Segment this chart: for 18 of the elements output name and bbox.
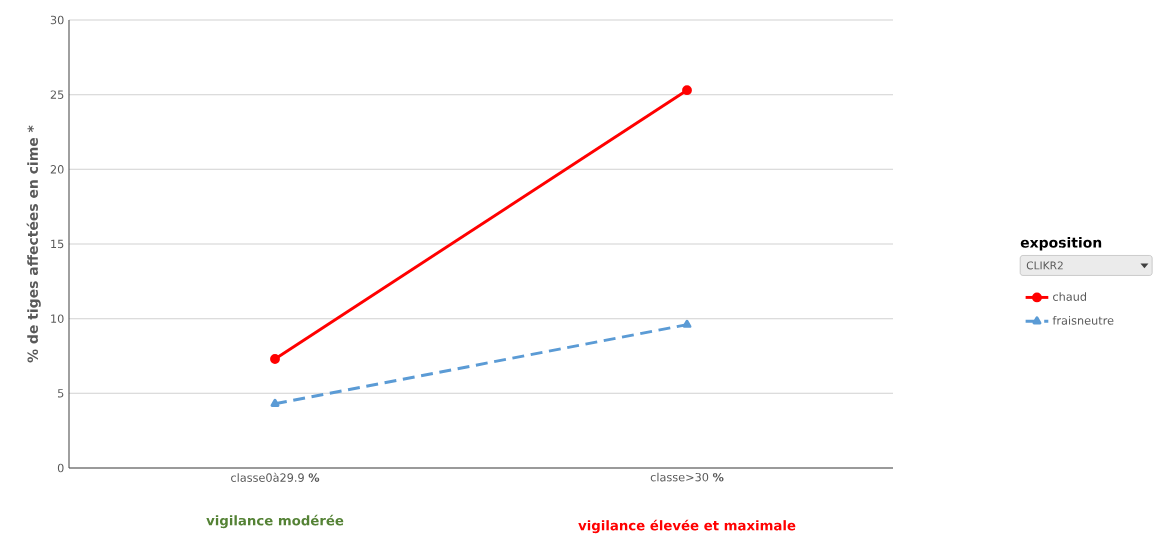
y-tick-label: 5 <box>58 389 64 398</box>
y-tick-label: 20 <box>50 165 64 174</box>
x-tick-label: classe0à29.9 % <box>231 472 320 482</box>
y-tick-label: 10 <box>51 314 64 323</box>
y-tick-label: 30 <box>50 15 64 25</box>
y-tick-label: 0 <box>57 463 64 473</box>
text: CLIKR2 <box>1026 261 1063 270</box>
text: vigilance modérée <box>206 514 344 529</box>
y-tick-label: 25 <box>50 90 64 99</box>
y-tick-label: 15 <box>51 239 64 249</box>
legend-label: fraisneutre <box>1052 315 1114 325</box>
y-axis-title: % de tiges affectées en cime * <box>26 125 41 363</box>
legend-title: exposition <box>1020 236 1102 251</box>
x-tick-label: classe>30 % <box>650 472 724 482</box>
point <box>682 85 692 96</box>
legend-label: chaud <box>1053 292 1087 301</box>
text: vigilance élevée et maximale <box>578 519 796 534</box>
point <box>270 354 280 364</box>
